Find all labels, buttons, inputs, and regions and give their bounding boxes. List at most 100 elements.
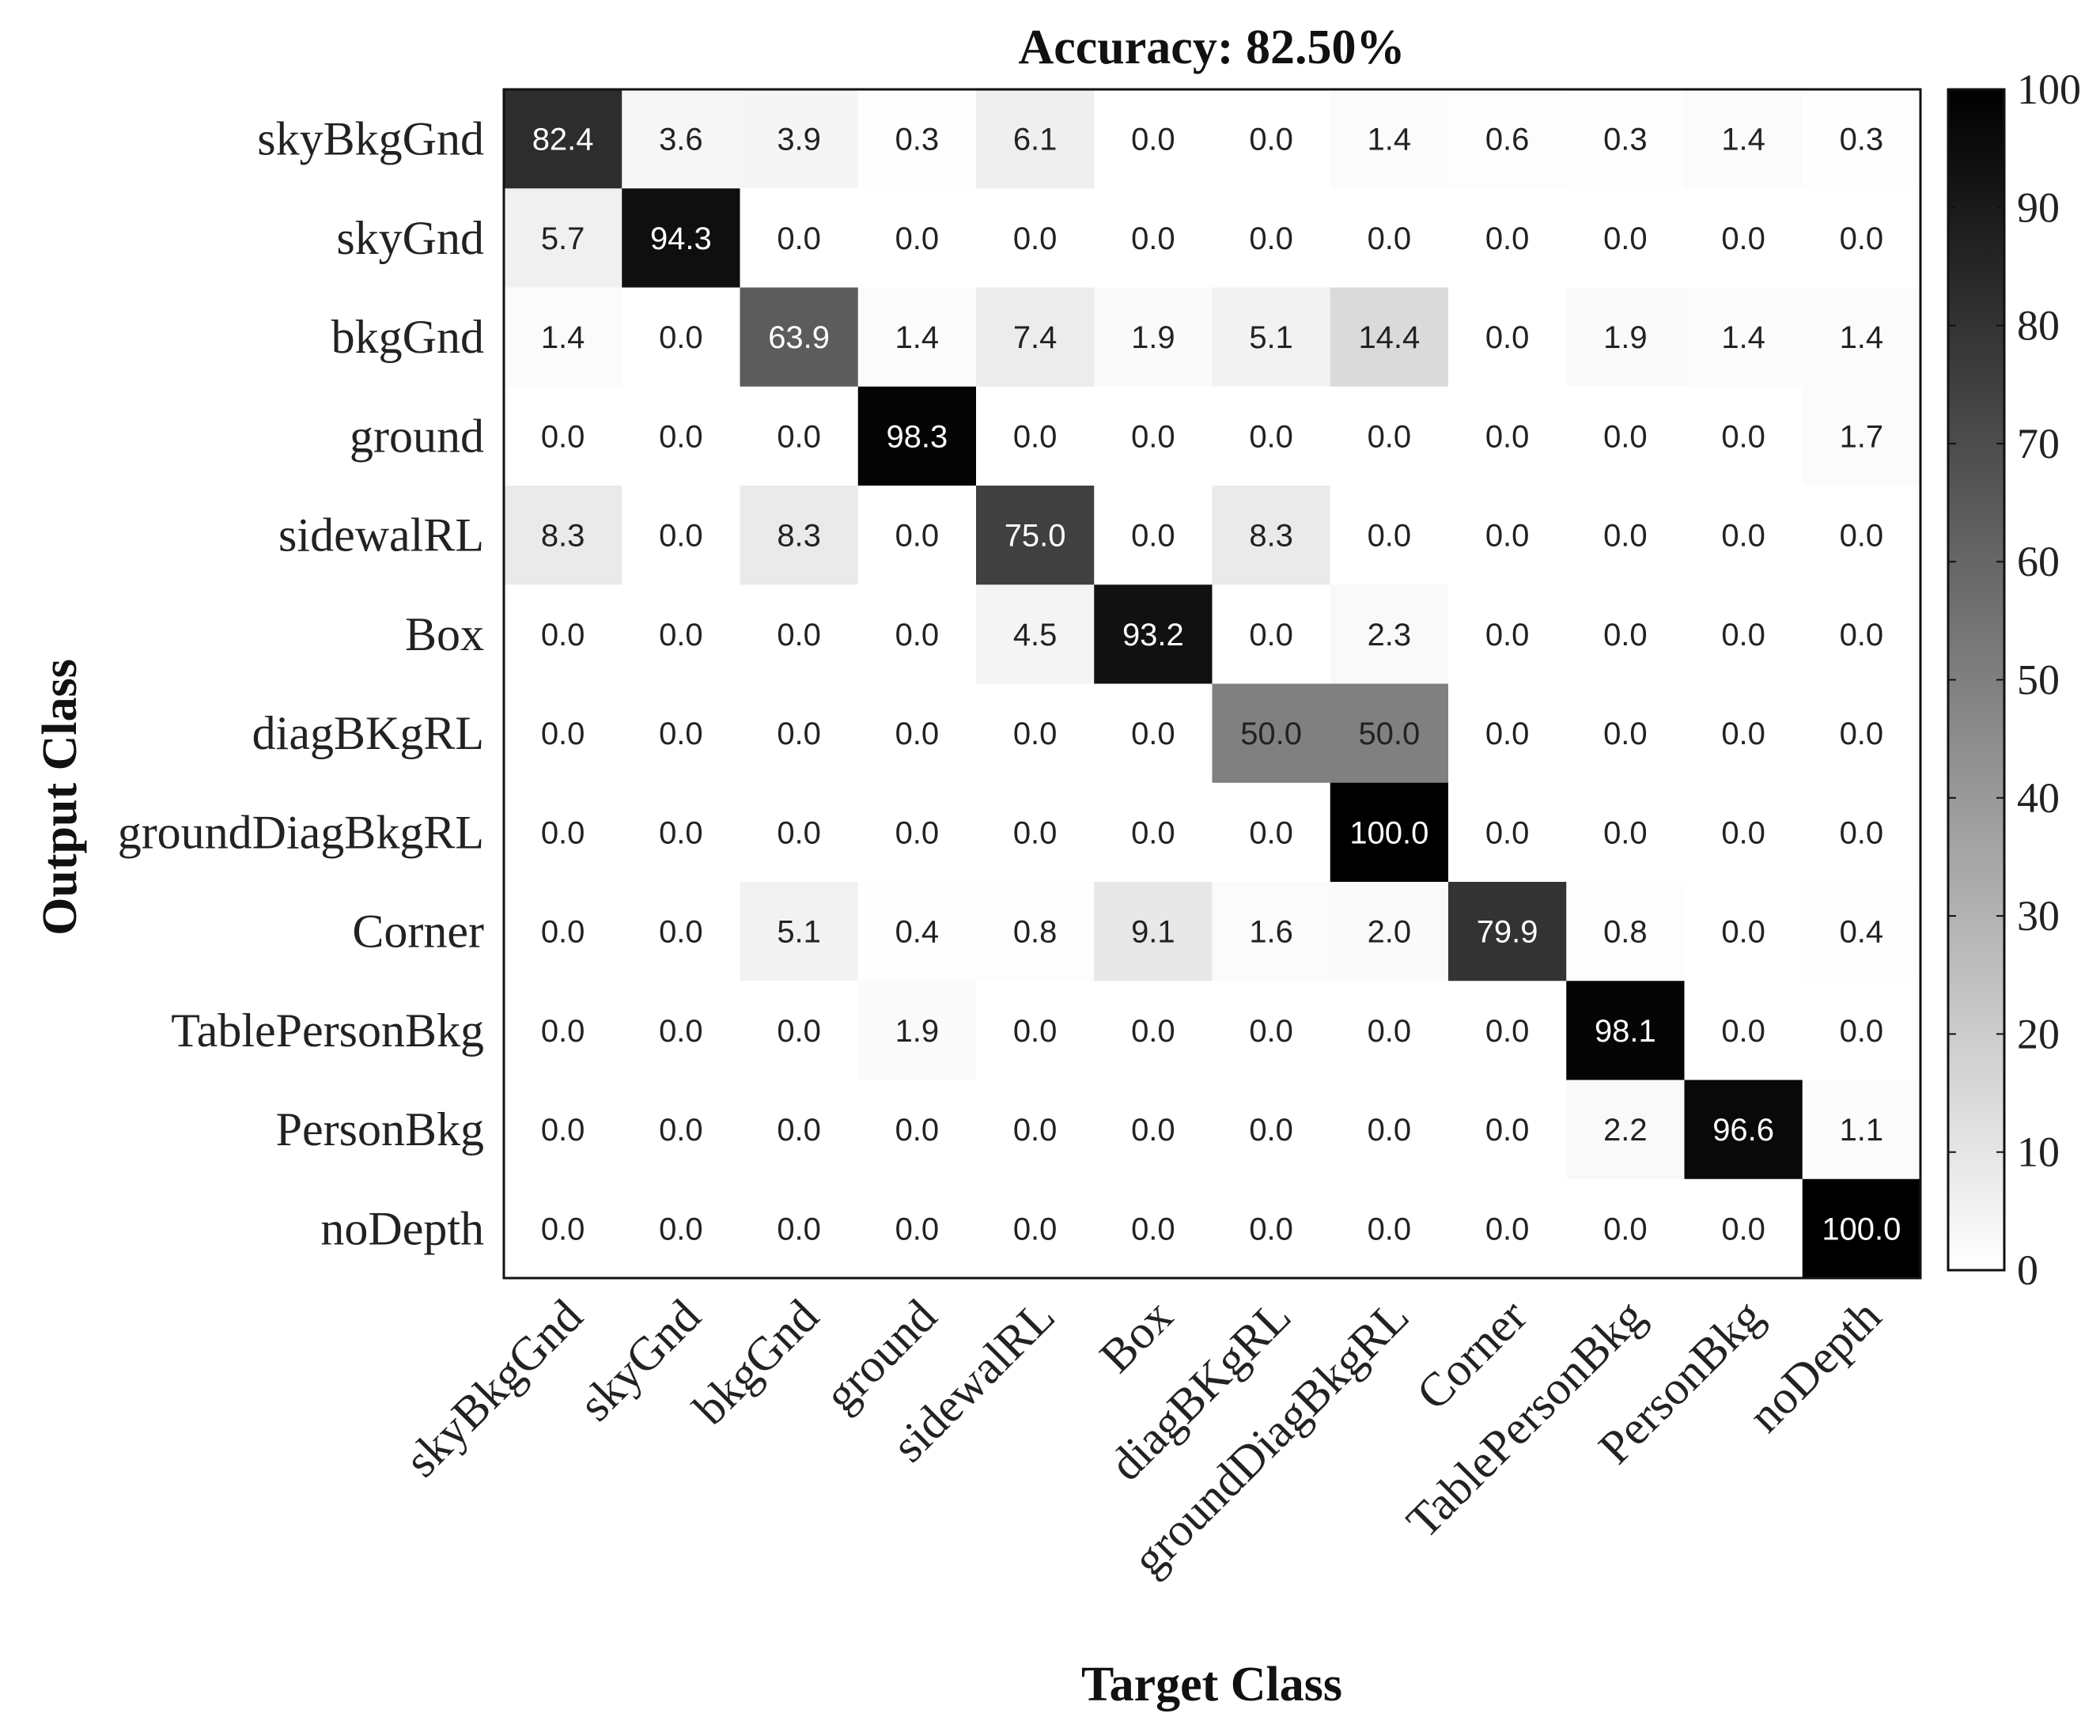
cell-value-label: 1.1: [1840, 1113, 1884, 1148]
matrix-cell: [976, 1080, 1095, 1180]
matrix-cell: [1566, 683, 1686, 784]
y-tick-label: skyGnd: [336, 212, 484, 264]
cell-value-label: 0.0: [777, 717, 821, 751]
cell-value-label: 96.6: [1712, 1113, 1774, 1148]
matrix-cell: [1802, 89, 1921, 189]
matrix-cell: [1566, 287, 1686, 388]
cell-value-label: 0.0: [1368, 419, 1412, 454]
matrix-cell: [1802, 782, 1921, 883]
matrix-cell: [1330, 89, 1449, 189]
y-tick-label: ground: [350, 410, 484, 462]
cell-value-label: 0.0: [659, 815, 703, 850]
cell-value-label: 0.0: [541, 419, 585, 454]
cell-value-label: 0.0: [1368, 221, 1412, 256]
cell-value-label: 0.0: [1721, 618, 1765, 652]
cell-value-label: 93.2: [1122, 618, 1184, 652]
cell-value-label: 0.0: [1249, 419, 1293, 454]
matrix-cell: [1330, 287, 1449, 388]
cell-value-label: 0.0: [1485, 419, 1530, 454]
matrix-cell: [504, 882, 622, 981]
cell-value-label: 0.0: [1603, 1212, 1648, 1246]
matrix-cell: [622, 584, 741, 685]
matrix-cell: [1212, 782, 1331, 883]
matrix-cell: [1802, 683, 1921, 784]
matrix-cell: [1212, 188, 1331, 289]
cell-value-label: 79.9: [1477, 915, 1538, 950]
matrix-cell-labels: 82.4 3.6 3.9 0.3 6.1 0.0 0.0 1.4 0.6 0.3 1.4 0.3 5.7…: [532, 123, 1901, 1247]
cell-value-label: 0.0: [1721, 717, 1765, 751]
matrix-cell: [976, 1178, 1095, 1279]
cell-value-label: 0.0: [1603, 815, 1648, 850]
matrix-cell: [504, 1080, 622, 1180]
y-tick-label: sidewalRL: [278, 509, 484, 562]
cell-value-label: 0.0: [777, 815, 821, 850]
cell-value-label: 0.0: [1485, 1212, 1530, 1246]
cell-value-label: 0.0: [1485, 221, 1530, 256]
matrix-cell: [1212, 1178, 1331, 1279]
cell-value-label: 0.0: [777, 221, 821, 256]
cell-value-label: 14.4: [1358, 320, 1420, 355]
matrix-cell: [1566, 584, 1686, 685]
cell-value-label: 1.6: [1249, 915, 1293, 950]
matrix-cell: [1212, 584, 1331, 685]
cell-value-label: 0.0: [1249, 815, 1293, 850]
cell-value-label: 0.0: [659, 1014, 703, 1049]
cell-value-label: 0.0: [1603, 419, 1648, 454]
matrix-cell: [504, 287, 622, 388]
cell-value-label: 0.0: [1131, 815, 1175, 850]
matrix-cell: [1094, 1080, 1213, 1180]
matrix-cell: [740, 89, 859, 189]
matrix-cell: [740, 981, 859, 1081]
cell-value-label: 0.0: [777, 419, 821, 454]
matrix-cell: [1212, 89, 1331, 189]
cell-value-label: 0.0: [1485, 815, 1530, 850]
matrix-cell: [1094, 386, 1213, 486]
cell-value-label: 0.3: [1603, 123, 1648, 157]
cell-value-label: 0.0: [1603, 618, 1648, 652]
cell-value-label: 1.7: [1840, 419, 1884, 454]
matrix-cell: [1566, 89, 1686, 189]
matrix-cell: [1330, 584, 1449, 685]
y-tick-label: diagBKgRL: [252, 707, 484, 759]
matrix-cell: [1802, 188, 1921, 289]
matrix-cell: [1684, 683, 1803, 784]
cell-value-label: 0.0: [1131, 123, 1175, 157]
cell-value-label: 0.0: [895, 618, 940, 652]
y-axis-label: Output Class: [33, 659, 87, 936]
cell-value-label: 0.0: [1721, 1212, 1765, 1246]
cell-value-label: 8.3: [777, 519, 821, 554]
matrix-cell: [1684, 1080, 1803, 1180]
cell-value-label: 5.7: [541, 221, 585, 256]
matrix-cell: [504, 683, 622, 784]
x-tick-label: bkgGnd: [683, 1290, 828, 1435]
cell-value-label: 0.0: [541, 1014, 585, 1049]
colorbar-tick-label: 100: [2017, 66, 2081, 113]
matrix-cell: [1802, 486, 1921, 585]
cell-value-label: 2.3: [1368, 618, 1412, 652]
matrix-cell: [1330, 1080, 1449, 1180]
cell-value-label: 0.0: [1249, 1014, 1293, 1049]
matrix-cell: [1684, 188, 1803, 289]
matrix-cell: [1684, 1178, 1803, 1279]
matrix-cell: [976, 287, 1095, 388]
cell-value-label: 2.0: [1368, 915, 1412, 950]
matrix-cell: [504, 386, 622, 486]
matrix-cell: [1330, 1178, 1449, 1279]
matrix-cell: [622, 287, 741, 388]
matrix-cell: [1448, 782, 1567, 883]
cell-value-label: 0.0: [659, 717, 703, 751]
cell-value-label: 0.0: [1249, 1113, 1293, 1148]
y-tick-labels: skyBkgGnd skyGnd bkgGnd ground sidewalRL Box d…: [118, 113, 484, 1255]
matrix-cell: [1212, 486, 1331, 585]
cell-value-label: 0.0: [1603, 221, 1648, 256]
matrix-cell: [622, 1178, 741, 1279]
cell-value-label: 0.0: [1368, 1212, 1412, 1246]
cell-value-label: 0.0: [1840, 519, 1884, 554]
matrix-cell: [1684, 486, 1803, 585]
colorbar-tick-label: 10: [2017, 1129, 2060, 1176]
matrix-cell: [622, 386, 741, 486]
cell-value-label: 8.3: [541, 519, 585, 554]
matrix-cell: [1802, 882, 1921, 981]
matrix-cell: [1566, 1080, 1686, 1180]
cell-value-label: 0.0: [1368, 1113, 1412, 1148]
